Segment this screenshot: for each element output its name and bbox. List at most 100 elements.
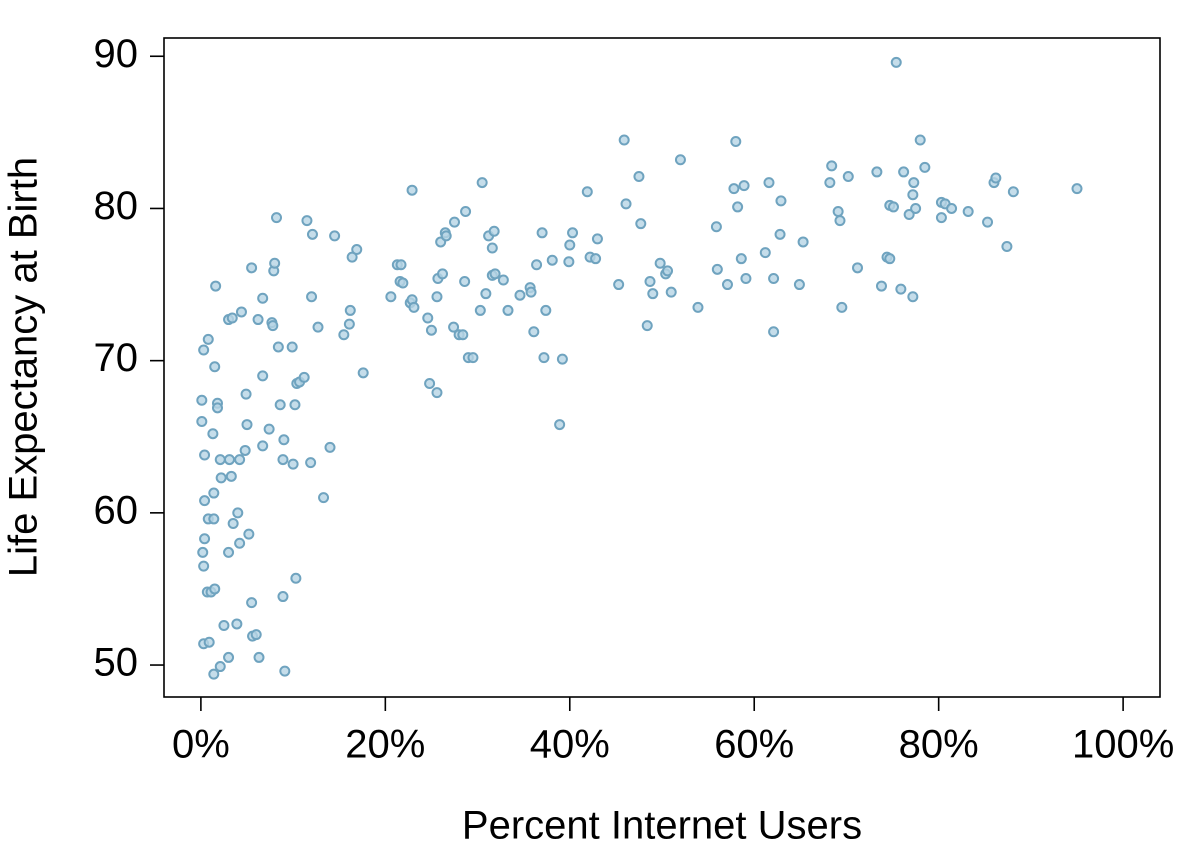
point	[324, 441, 336, 453]
y-tick-label: 90	[94, 32, 139, 76]
point	[903, 209, 915, 221]
point	[240, 388, 252, 400]
point	[525, 286, 537, 298]
point	[620, 198, 632, 210]
point	[919, 161, 931, 173]
point	[763, 177, 775, 189]
point	[797, 236, 809, 248]
point	[635, 218, 647, 230]
point	[235, 306, 247, 318]
point	[774, 228, 786, 240]
y-axis-label: Life Expectancy at Birth	[2, 157, 46, 577]
point	[306, 291, 318, 303]
point	[357, 367, 369, 379]
point	[197, 546, 209, 558]
point	[591, 233, 603, 245]
point	[497, 274, 509, 286]
point	[474, 304, 486, 316]
point	[460, 206, 472, 218]
point	[476, 177, 488, 189]
point	[1007, 186, 1019, 198]
point	[842, 170, 854, 182]
point	[711, 263, 723, 275]
point	[884, 253, 896, 265]
point	[343, 318, 355, 330]
point	[406, 184, 418, 196]
point	[209, 361, 221, 373]
point	[564, 239, 576, 251]
point	[528, 326, 540, 338]
point	[836, 301, 848, 313]
point	[274, 399, 286, 411]
point	[338, 329, 350, 341]
point	[422, 312, 434, 324]
point	[735, 253, 747, 265]
point	[618, 134, 630, 146]
point	[431, 387, 443, 399]
point	[1071, 183, 1083, 195]
point	[834, 215, 846, 227]
point	[775, 195, 787, 207]
point	[223, 651, 235, 663]
point	[203, 636, 215, 648]
point	[272, 341, 284, 353]
point	[431, 291, 443, 303]
point	[486, 242, 498, 254]
point	[257, 440, 269, 452]
point	[567, 227, 579, 239]
point	[437, 268, 449, 280]
x-tick-label: 20%	[345, 723, 425, 767]
point	[287, 458, 299, 470]
point	[738, 180, 750, 192]
point	[759, 247, 771, 259]
point	[301, 215, 313, 227]
point	[908, 177, 920, 189]
point	[536, 227, 548, 239]
point	[198, 560, 210, 572]
point	[467, 352, 479, 364]
point	[457, 329, 469, 341]
point	[887, 201, 899, 213]
point	[231, 618, 243, 630]
point	[488, 225, 500, 237]
point	[674, 154, 686, 166]
point	[199, 449, 211, 461]
point	[223, 454, 235, 466]
point	[243, 528, 255, 540]
point	[613, 279, 625, 291]
point	[665, 286, 677, 298]
point	[214, 454, 226, 466]
x-tick-label: 0%	[172, 723, 230, 767]
point	[257, 370, 269, 382]
point	[502, 304, 514, 316]
point	[208, 487, 220, 499]
point	[531, 259, 543, 271]
point	[633, 170, 645, 182]
point	[246, 597, 258, 609]
point	[277, 454, 289, 466]
point	[277, 591, 289, 603]
point	[732, 201, 744, 213]
point	[209, 583, 221, 595]
point	[459, 276, 471, 288]
point	[210, 280, 222, 292]
point	[196, 416, 208, 428]
point	[824, 177, 836, 189]
point	[279, 665, 291, 677]
point	[234, 537, 246, 549]
point	[907, 189, 919, 201]
point	[554, 419, 566, 431]
y-tick-label: 70	[94, 336, 139, 380]
point	[312, 321, 324, 333]
point	[982, 216, 994, 228]
point	[692, 301, 704, 313]
point	[318, 492, 330, 504]
x-tick-label: 40%	[530, 723, 610, 767]
point	[223, 546, 235, 558]
point	[298, 371, 310, 383]
point	[225, 470, 237, 482]
point	[208, 513, 220, 525]
point	[424, 377, 436, 389]
